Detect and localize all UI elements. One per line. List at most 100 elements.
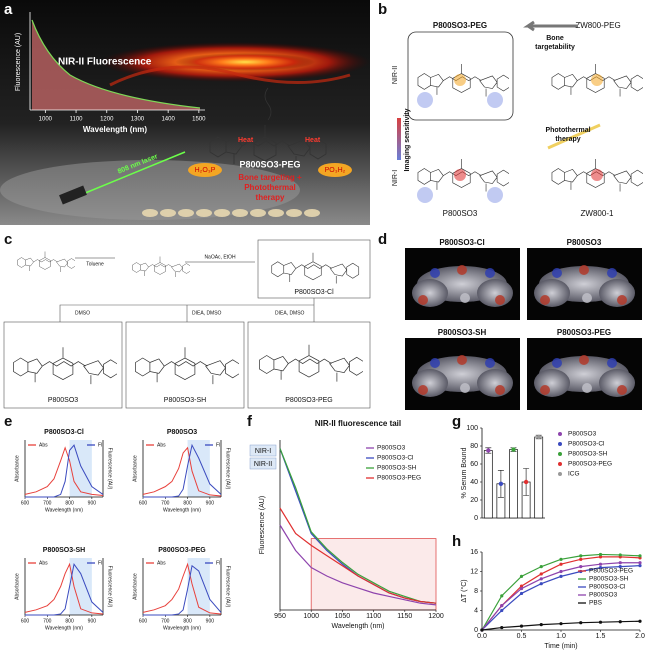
decoration [247,321,371,409]
inset-title: NIR-II Fluorescence [58,57,152,68]
point [559,569,563,574]
point [618,553,622,557]
x-tick-label: 0.0 [477,633,487,640]
point [579,557,583,561]
x-tick-label: 600 [139,618,148,624]
point [511,447,516,452]
y-tick-label: 4 [474,607,478,614]
series-line [143,564,222,616]
compound-label: P800SO3-SH [164,397,206,404]
point [519,591,524,596]
series-line [279,507,437,604]
chart: P800SO3-SH Wavelength (nm) Absorbance Fluor… [14,547,112,631]
panel-label: f [247,413,253,430]
decoration [397,118,401,160]
panel-label: g [452,413,461,430]
x-tick-label: 1050 [335,613,351,620]
legend-label: Abs [157,560,166,566]
molecule-surface [534,279,570,307]
compound-label: P800SO3 [443,209,478,218]
series-line [25,444,104,498]
point [559,562,563,566]
legend-label: P800SO3-Cl [377,455,414,462]
x-tick-label: 1.0 [556,633,566,640]
y2-label: Fluorescence (AU) [225,448,231,490]
chart-title: NIR-II fluorescence tail [315,419,401,428]
reagent: DIEA, DMSO [192,310,222,316]
point [638,554,642,558]
x-tick-label: 1100 [70,117,84,123]
y2-label: Fluorescence (AU) [107,566,113,608]
molecule-surface [599,369,635,397]
point [618,561,622,565]
reagent: DMSO [75,310,90,316]
atom [430,268,440,278]
decoration [487,187,503,203]
y-tick-label: 60 [470,461,478,468]
legend-label: Fl [98,442,102,448]
x-tick-label: 700 [161,618,170,624]
legend-marker [558,432,562,436]
reagent: NaOAc, EtOH [204,254,236,260]
panel-label: h [452,533,461,550]
group-label: PO₃H₂ [325,167,346,174]
legend-label: Fl [98,560,102,566]
y-tick-label: 40 [470,479,478,486]
decoration [259,344,363,383]
point [500,625,504,630]
point [579,554,583,558]
point [480,628,484,632]
y2-label: Fluorescence (AU) [107,448,113,490]
decoration [547,123,601,150]
chart-title: P800SO3-Cl [44,429,84,436]
atom [457,355,467,365]
chart-title: P800SO3-SH [43,547,85,554]
x-tick-label: 950 [274,613,286,620]
series-line [142,446,222,497]
legend-marker [558,452,562,456]
panel-label: d [378,231,387,248]
atom [457,265,467,275]
decoration [591,74,603,86]
reagent: Toluene [86,261,104,267]
x-tick-label: 700 [161,500,170,506]
series-line [279,524,437,606]
x-tick-label: 1200 [428,613,444,620]
x-tick-label: 1500 [192,117,206,123]
decoration [13,346,117,385]
y-label: Fluorescence (AU) [15,33,22,91]
x-tick-label: 800 [65,500,74,506]
x-label: Wavelength (nm) [331,623,384,630]
chart: P800SO3-Cl Wavelength (nm) Absorbance Fluor… [14,429,112,513]
point [638,564,642,568]
arrow-label: targetability [535,44,575,51]
series-line [279,448,437,604]
compound-label: P800SO3-PEG [239,159,300,169]
note: Bone targeting + [238,173,302,182]
legend-label: P800SO3-Cl [589,584,626,591]
x-tick-label: 700 [43,500,52,506]
bar [534,436,544,519]
decoration [286,209,302,217]
reagent: DIEA, DMSO [275,310,305,316]
legend-label: Abs [157,442,166,448]
point [579,621,583,625]
y-tick-label: 16 [470,549,478,556]
spectrum-area [32,20,200,110]
decoration [454,74,466,86]
x-tick-label: 2.0 [635,633,645,640]
image-title: P800SO3-SH [438,328,487,337]
bar [509,449,518,519]
point [519,574,524,578]
point [638,619,642,623]
x-tick-label: 1300 [131,117,145,123]
atom [485,268,495,278]
panel-label: e [4,413,12,430]
decoration [59,298,315,322]
highlight-box [310,538,437,611]
decoration [17,251,75,273]
image-title: P800SO3 [567,238,602,247]
legend-label: ICG [568,471,580,478]
